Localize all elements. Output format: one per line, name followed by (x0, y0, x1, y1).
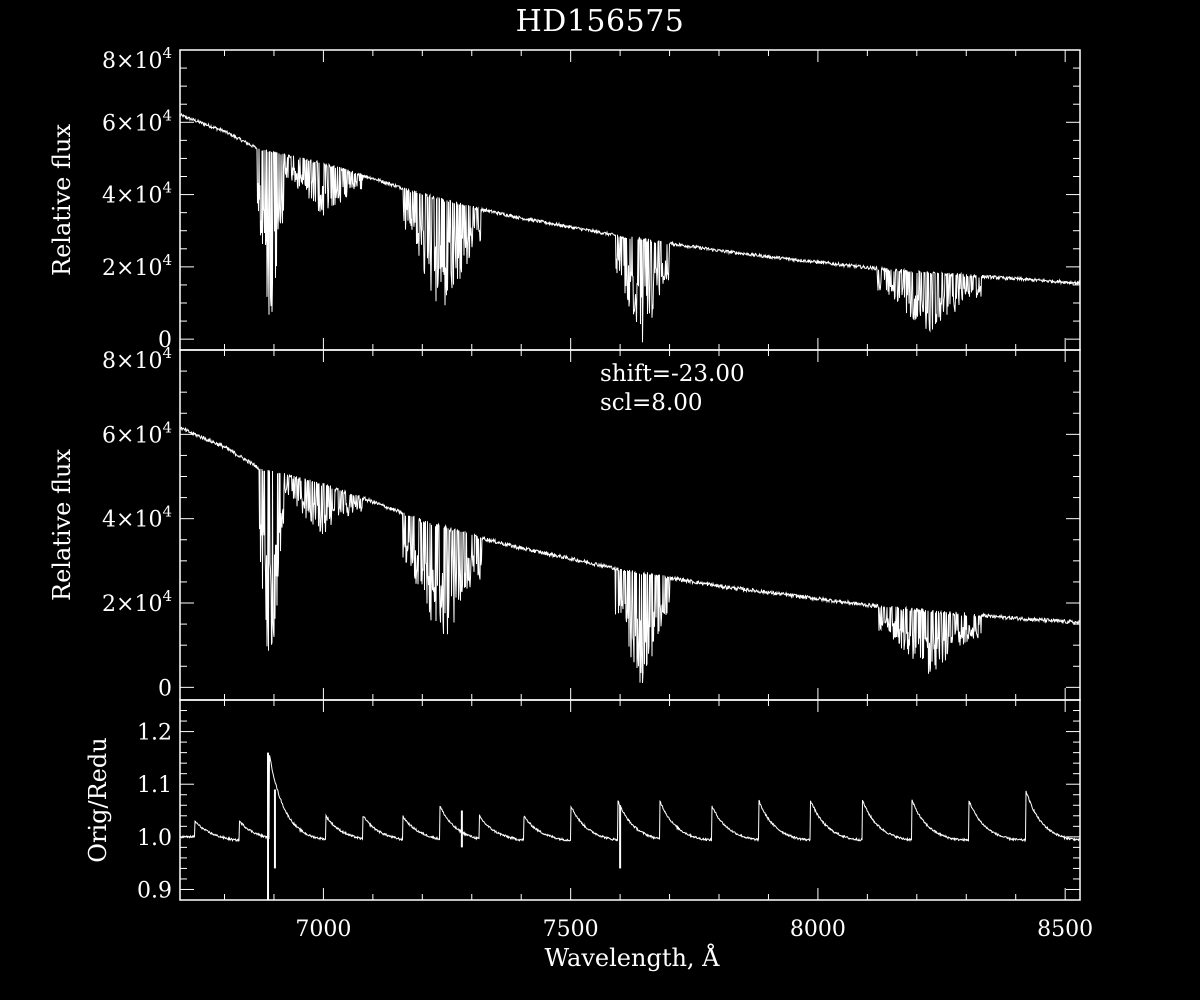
ratio-line (180, 755, 1080, 843)
scale-annotation: scl=8.00 (600, 390, 703, 416)
x-tick-label: 8000 (790, 917, 846, 942)
y-axis-label: Relative flux (48, 124, 76, 276)
y-tick-label: 1.1 (137, 773, 172, 798)
y-tick-label: 0 (158, 676, 172, 701)
y-tick-label: 6×104 (102, 106, 172, 136)
spectrum-line (180, 426, 1080, 684)
y-tick-label: 8×104 (102, 44, 172, 74)
x-tick-label: 7500 (543, 917, 599, 942)
spectrum-line (180, 112, 1080, 343)
y-tick-label: 8×104 (102, 344, 172, 374)
y-tick-label: 1.0 (137, 826, 172, 851)
y-tick-label: 1.2 (137, 721, 172, 746)
ratio-panel: 0.9 1.0 1.1 1.2 Orig/Redu (84, 699, 1081, 903)
y-tick-label: 4×104 (102, 503, 172, 533)
y-tick-label: 0 (158, 328, 172, 353)
x-axis: 7000 7500 8000 8500 Wavelength, Å (295, 917, 1093, 972)
x-tick-label: 8500 (1037, 917, 1093, 942)
y-tick-label: 2×104 (102, 587, 172, 617)
shift-annotation: shift=-23.00 (600, 361, 745, 387)
y-axis-label: Orig/Redu (84, 737, 112, 862)
y-axis-label: Relative flux (48, 449, 76, 601)
x-tick-label: 7000 (295, 917, 351, 942)
y-tick-label: 2×104 (102, 251, 172, 281)
top-flux-panel: 0 2×104 4×104 6×104 8×104 Relative flux (48, 44, 1081, 353)
y-tick-label: 6×104 (102, 418, 172, 448)
x-axis-label: Wavelength, Å (544, 943, 720, 972)
middle-flux-panel: 0 2×104 4×104 6×104 8×104 Relative flux (48, 344, 1081, 701)
chart-title: HD156575 (515, 4, 685, 39)
fit-annotation: shift=-23.00 scl=8.00 (600, 361, 745, 416)
y-tick-label: 4×104 (102, 179, 172, 209)
plot-frame (179, 699, 1081, 901)
y-tick-label: 0.9 (137, 878, 172, 903)
